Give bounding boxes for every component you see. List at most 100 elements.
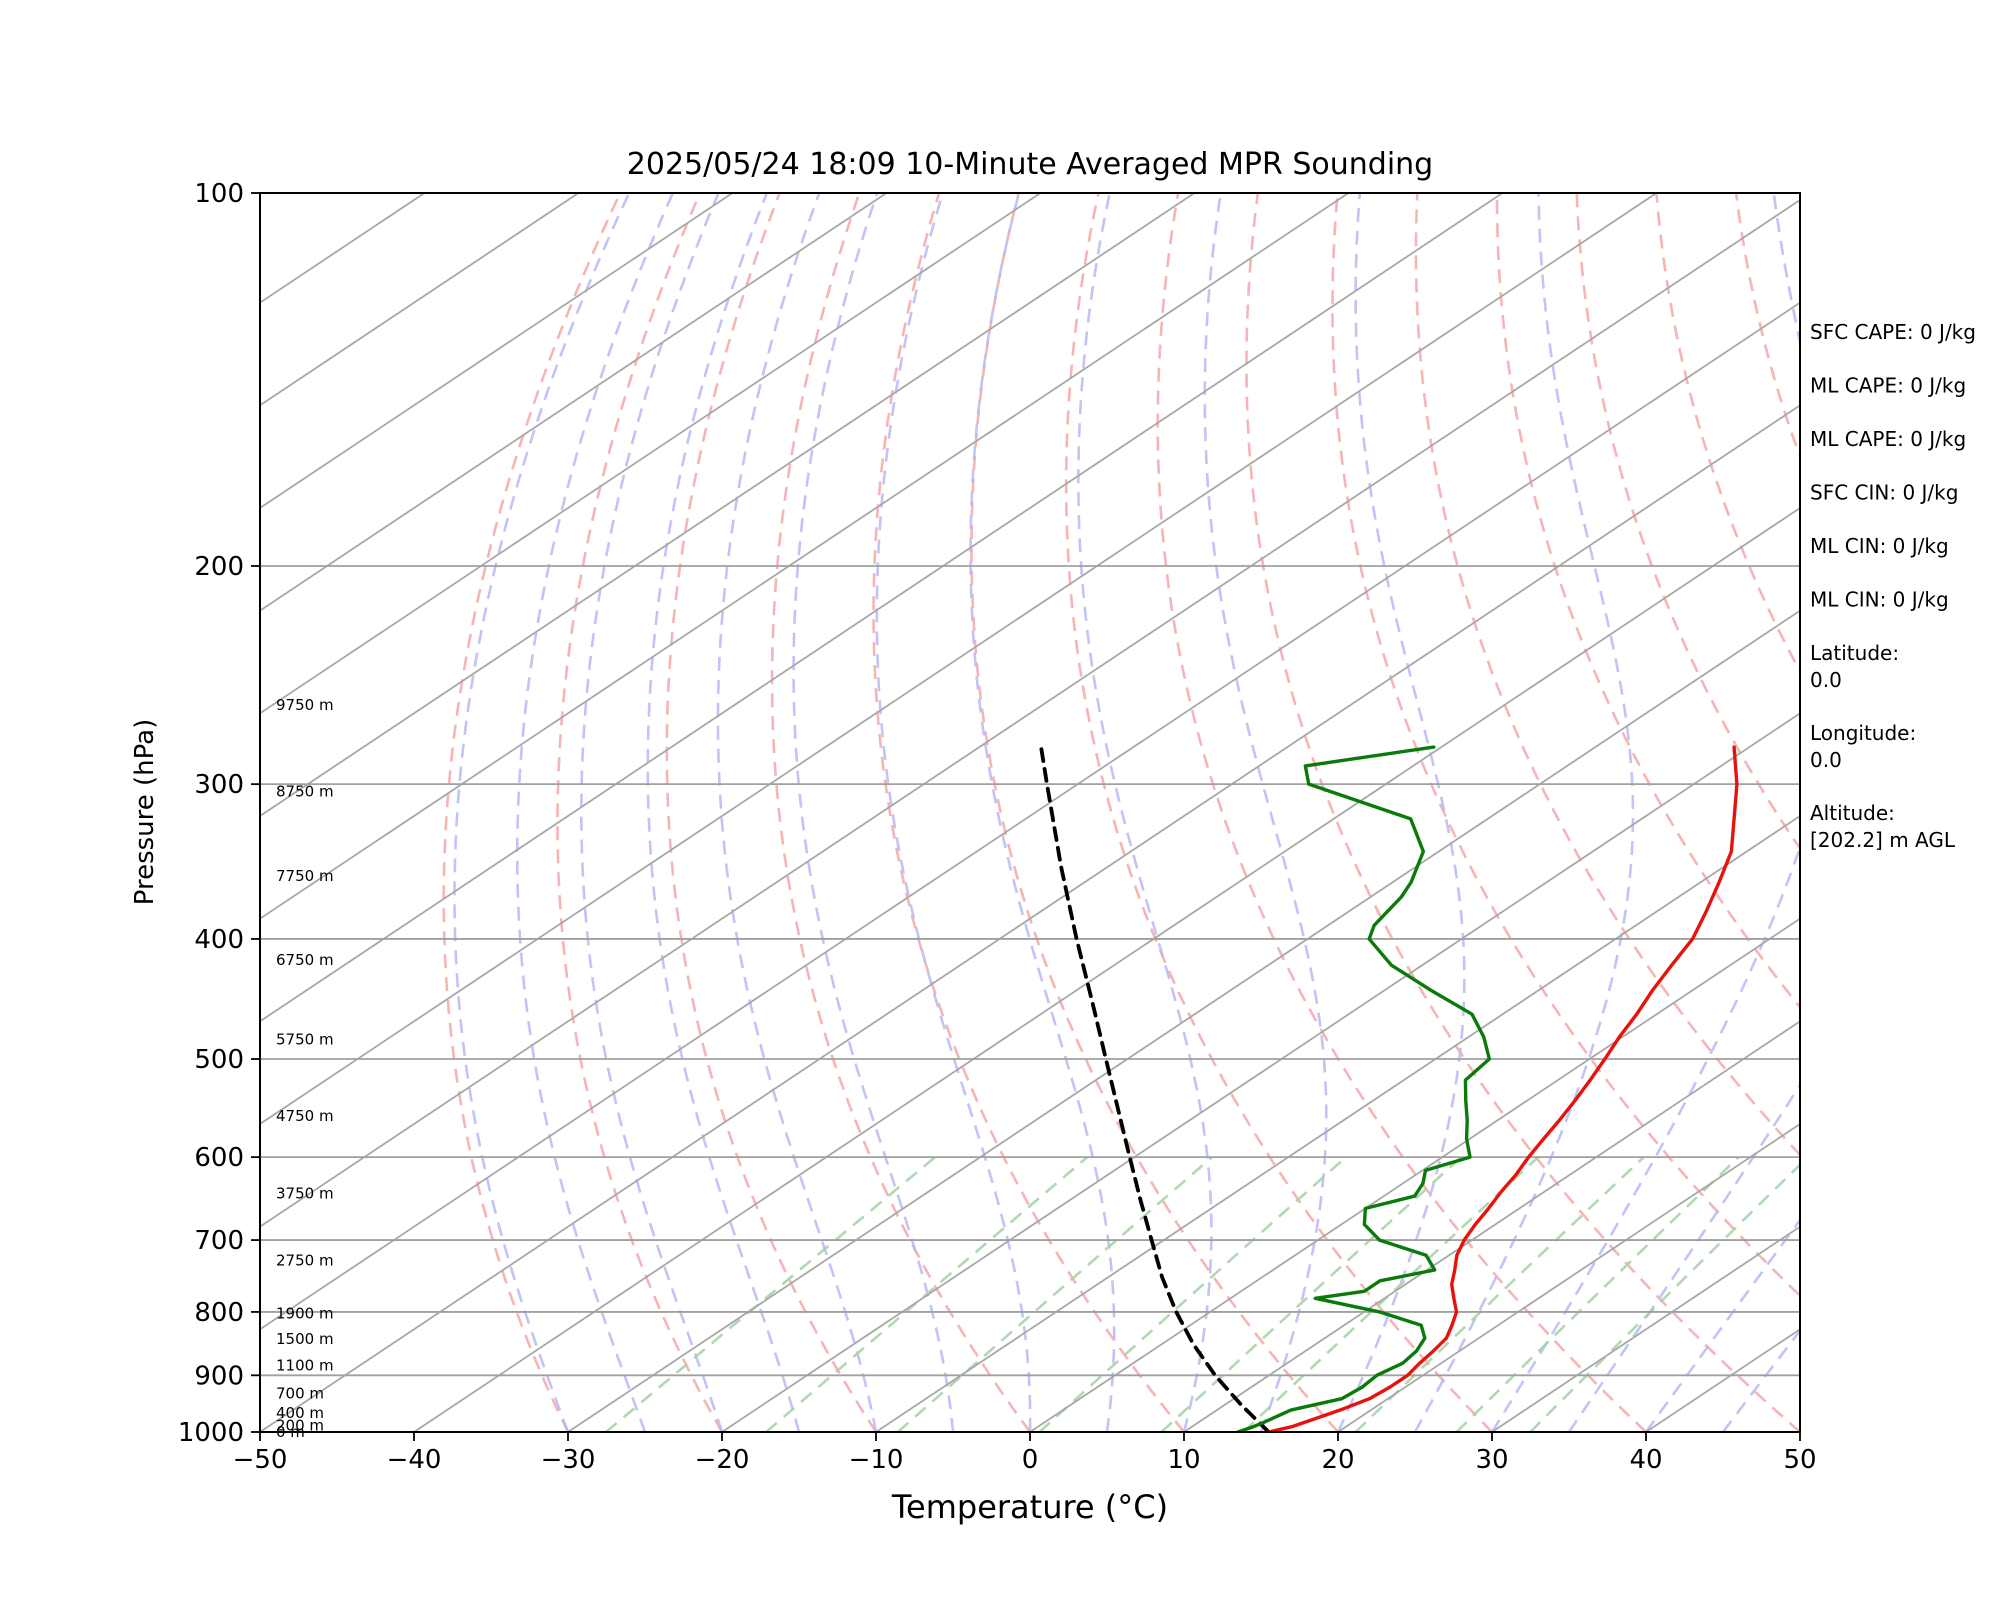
background-lines [260, 192, 1800, 1433]
moist-adiabat-line [1077, 193, 1213, 1432]
moist-adiabat-line [1413, 193, 1635, 1432]
mixing-ratio-lines [605, 1156, 1800, 1432]
moist-adiabat-line [1203, 193, 1328, 1432]
height-label: 5750 m [276, 1030, 334, 1048]
moist-adiabat-line [716, 193, 878, 1432]
dry-adiabat-line [1331, 193, 1800, 1298]
stats-panel: SFC CAPE: 0 J/kg ML CAPE: 0 J/kg ML CAPE: … [1810, 320, 1976, 852]
dry-adiabat-line [665, 193, 878, 1432]
isotherms [260, 193, 1800, 1432]
dry-adiabat-line [1734, 193, 1800, 461]
mixing-ratio-line [1529, 1162, 1800, 1432]
y-tick-label: 400 [194, 925, 244, 955]
moist-adiabat-line [453, 193, 631, 1432]
mixing-ratio-line [1354, 1156, 1645, 1432]
stat-value: 0.0 [1810, 668, 1842, 692]
x-tick-label: 0 [1022, 1445, 1039, 1475]
height-label: 3750 m [276, 1185, 334, 1203]
moist-adiabat-line [580, 193, 724, 1432]
height-label: 8750 m [276, 782, 334, 800]
height-label: 2750 m [276, 1251, 334, 1269]
x-tick-label: 30 [1475, 1445, 1508, 1475]
stat-label: ML CAPE: 0 J/kg [1810, 374, 1966, 398]
parcel-path-line [1039, 745, 1271, 1432]
moist-adiabat-line [1567, 1082, 1800, 1432]
y-tick-label: 600 [194, 1143, 244, 1173]
y-axis-label: Pressure (hPa) [130, 719, 160, 906]
height-label: 9750 m [276, 696, 334, 714]
mixing-ratio-line [1038, 1156, 1347, 1432]
isotherm-line [260, 193, 1041, 715]
height-label: 0 m [276, 1423, 305, 1441]
isotherm-line [260, 193, 579, 407]
isotherm-line [567, 609, 1800, 1432]
x-tick-label: −40 [387, 1445, 442, 1475]
dry-adiabat-line [1245, 193, 1800, 1432]
isotherm-line [413, 506, 1800, 1432]
stat-label: ML CIN: 0 J/kg [1810, 534, 1949, 558]
height-label: 4750 m [276, 1107, 334, 1125]
y-tick-label: 1000 [178, 1418, 244, 1448]
x-tick-label: −30 [541, 1445, 596, 1475]
isotherm-line [875, 814, 1800, 1432]
height-label: 400 m [276, 1404, 324, 1422]
dry-adiabat-line [1575, 193, 1800, 851]
isotherm-line [260, 193, 1195, 818]
dry-adiabat-line [1156, 193, 1647, 1432]
x-tick-label: 50 [1783, 1445, 1816, 1475]
isobars [260, 192, 1800, 1433]
stat-label: SFC CIN: 0 J/kg [1810, 481, 1958, 505]
dry-adiabat-line [442, 193, 622, 1432]
isotherm-line [260, 301, 1800, 1331]
dewpoint-line [1236, 745, 1492, 1432]
y-tick-label: 200 [194, 552, 244, 582]
background-clip [260, 193, 1800, 1432]
height-label: 6750 m [276, 951, 334, 969]
mixing-ratio-line [1160, 1156, 1463, 1432]
isotherm-line [260, 193, 1349, 920]
mixing-ratio-line [896, 1156, 1213, 1432]
isotherm-line [260, 193, 733, 510]
y-tick-label: 700 [194, 1226, 244, 1256]
stat-value: 0.0 [1810, 748, 1842, 772]
data-clip [1039, 745, 1739, 1432]
stat-label: ML CIN: 0 J/kg [1810, 588, 1949, 612]
temperature-line [1267, 745, 1739, 1432]
height-label: 1100 m [276, 1357, 334, 1375]
isotherm-line [260, 193, 1657, 1126]
stat-label: SFC CAPE: 0 J/kg [1810, 320, 1976, 344]
y-tick-label: 500 [194, 1045, 244, 1075]
plot-border [259, 192, 1801, 1433]
dry-adiabat-line [556, 193, 724, 1432]
moist-adiabat-line [1490, 193, 1800, 1432]
x-tick-label: −20 [695, 1445, 750, 1475]
dry-adiabats [442, 193, 1800, 1432]
moist-adiabat-line [875, 193, 1032, 1432]
moist-adiabats [453, 193, 1800, 1432]
x-tick-label: −10 [849, 1445, 904, 1475]
dry-adiabat-line [1064, 193, 1493, 1432]
y-tick-label: 800 [194, 1298, 244, 1328]
y-tick-label: 300 [194, 770, 244, 800]
isotherm-line [1337, 1122, 1800, 1432]
plot-frame [259, 192, 1801, 1433]
stat-label: Latitude: [1810, 641, 1899, 665]
dry-adiabat-line [1414, 193, 1800, 1157]
dry-adiabat-line [872, 193, 1186, 1432]
moist-adiabat-line [515, 193, 674, 1432]
stat-label: Longitude: [1810, 721, 1916, 745]
chart-title: 2025/05/24 18:09 10-Minute Averaged MPR … [627, 147, 1433, 182]
x-axis-label: Temperature (°C) [891, 1488, 1168, 1526]
x-tick-label: 20 [1321, 1445, 1354, 1475]
isotherm-line [1183, 1020, 1800, 1432]
isotherm-line [1029, 917, 1800, 1432]
moist-adiabat-line [969, 193, 1116, 1432]
x-tick-label: −50 [233, 1445, 288, 1475]
axis-ticks: −50 −40 −30 −20 −10 0 10 20 30 40 50 1000 900 800 700 6… [178, 179, 1817, 1475]
height-label: 7750 m [276, 867, 334, 885]
isotherm-line [721, 712, 1800, 1432]
mixing-ratio-line [765, 1156, 1089, 1432]
